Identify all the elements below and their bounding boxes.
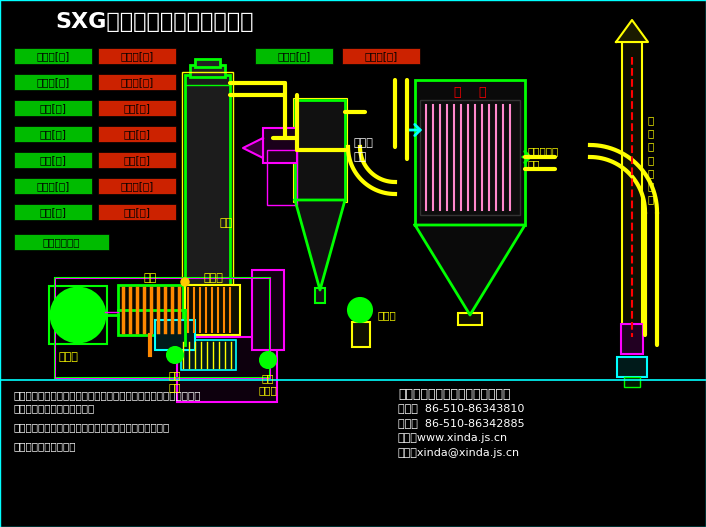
Bar (352, 322, 370, 347)
Text: 粉碎[关]: 粉碎[关] (124, 129, 150, 139)
Text: 热源: 热源 (144, 273, 157, 283)
Bar (182, 72, 233, 348)
Bar (181, 340, 236, 370)
Bar (14, 152, 92, 168)
Text: 冷却水: 冷却水 (203, 273, 223, 283)
Text: 江阴市鑫达药化机械制造有限公司: 江阴市鑫达药化机械制造有限公司 (398, 388, 510, 401)
Polygon shape (616, 20, 648, 42)
Bar (622, 42, 642, 352)
Bar (14, 48, 92, 64)
Bar (98, 204, 176, 220)
Text: 脉冲布袋除
尘器: 脉冲布袋除 尘器 (528, 147, 559, 169)
Text: SXG系列快速旋转闪蒸干燥机: SXG系列快速旋转闪蒸干燥机 (55, 12, 253, 32)
Bar (55, 278, 270, 378)
Bar (624, 377, 640, 387)
Text: 加热[开]: 加热[开] (40, 103, 66, 113)
Text: 第一步：预热所需温度，开引风机、鼓风机、加热、冷却水、搅拌，: 第一步：预热所需温度，开引风机、鼓风机、加热、冷却水、搅拌， (14, 390, 201, 400)
Circle shape (260, 352, 276, 368)
Text: 鼓风机[关]: 鼓风机[关] (121, 77, 154, 87)
Bar (14, 204, 92, 220)
Bar (177, 337, 277, 402)
Bar (295, 100, 345, 200)
Circle shape (71, 308, 85, 322)
Text: 蒸    滤: 蒸 滤 (454, 85, 486, 99)
Bar (155, 320, 195, 350)
Text: 粉碎[开]: 粉碎[开] (40, 129, 66, 139)
Bar (617, 357, 647, 377)
Bar (252, 270, 284, 350)
Text: 网址：www.xinda.js.cn: 网址：www.xinda.js.cn (398, 433, 508, 443)
Bar (14, 100, 92, 116)
Bar (49, 286, 107, 344)
Text: 冷却水[关]: 冷却水[关] (364, 51, 397, 61)
Bar (55, 278, 270, 378)
Bar (98, 100, 176, 116)
Text: 主塔: 主塔 (220, 219, 233, 229)
Circle shape (51, 288, 105, 342)
Bar (293, 98, 347, 202)
Bar (14, 178, 92, 194)
Bar (185, 285, 240, 335)
Circle shape (348, 298, 372, 322)
Text: 加料[开]: 加料[开] (40, 155, 66, 165)
Text: 旋风分
离器: 旋风分 离器 (353, 139, 373, 162)
Bar (118, 285, 183, 335)
Text: 脉冲仪[关]: 脉冲仪[关] (121, 181, 154, 191)
Bar (458, 313, 482, 325)
Text: 加料[关]: 加料[关] (124, 155, 150, 165)
Text: 关风机: 关风机 (378, 310, 397, 320)
Text: 引风机[开]: 引风机[开] (37, 51, 70, 61)
Bar (185, 75, 230, 345)
Text: 返回产品目录: 返回产品目录 (43, 237, 80, 247)
Bar (14, 74, 92, 90)
Text: 脉冲仪[开]: 脉冲仪[开] (37, 181, 70, 191)
Bar (190, 65, 225, 77)
Text: 电话：  86-510-86343810: 电话： 86-510-86343810 (398, 403, 525, 413)
Bar (621, 324, 643, 354)
Bar (98, 126, 176, 142)
Bar (98, 152, 176, 168)
Text: 脉
冲
布
袋
除
尘
器: 脉 冲 布 袋 除 尘 器 (647, 115, 653, 204)
Bar (14, 126, 92, 142)
Text: 鼓风机[开]: 鼓风机[开] (37, 77, 70, 87)
Bar (98, 178, 176, 194)
Bar (342, 48, 420, 64)
Bar (267, 150, 297, 205)
Bar (14, 234, 109, 250)
Bar (255, 48, 333, 64)
Text: 螺旋
加料器: 螺旋 加料器 (258, 373, 277, 395)
Text: 第三步：连续生产过程: 第三步：连续生产过程 (14, 441, 76, 451)
Bar (195, 59, 220, 67)
Text: 加热至所需温度后加入湿物料: 加热至所需温度后加入湿物料 (14, 403, 95, 413)
Polygon shape (295, 200, 345, 290)
Bar (415, 80, 525, 225)
Text: 出料[关]: 出料[关] (124, 207, 150, 217)
Bar (98, 48, 176, 64)
Polygon shape (415, 225, 525, 315)
Text: 鼓风机: 鼓风机 (58, 352, 78, 362)
Text: 调速
电机: 调速 电机 (169, 370, 181, 393)
Bar (263, 128, 297, 163)
Bar (188, 337, 233, 357)
Bar (420, 100, 520, 215)
Circle shape (167, 347, 183, 363)
Text: 加热[关]: 加热[关] (124, 103, 150, 113)
Polygon shape (243, 138, 263, 158)
Circle shape (181, 278, 189, 286)
Text: 第二步：加入湿物料，开加料、脉冲布袋除尘，直至出料: 第二步：加入湿物料，开加料、脉冲布袋除尘，直至出料 (14, 422, 170, 432)
Text: 冷却水[开]: 冷却水[开] (277, 51, 311, 61)
Text: 引风机[关]: 引风机[关] (121, 51, 154, 61)
Bar (98, 74, 176, 90)
Bar (315, 288, 325, 303)
Text: 出料[开]: 出料[开] (40, 207, 66, 217)
Text: 传真：  86-510-86342885: 传真： 86-510-86342885 (398, 418, 525, 428)
Text: 邮箱：xinda@xinda.js.cn: 邮箱：xinda@xinda.js.cn (398, 448, 520, 458)
